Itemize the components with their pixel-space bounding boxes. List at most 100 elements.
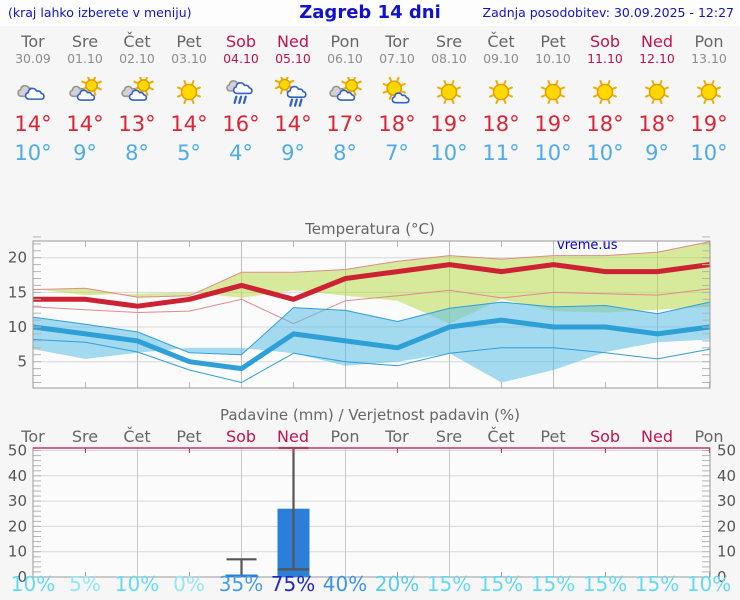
weather-icon-cell xyxy=(527,77,579,115)
svg-text:20: 20 xyxy=(8,517,27,535)
day-header-row: Tor 30.09 Sre 01.10 Čet 02.10 Pet 03.10 Sob 04.10… xyxy=(7,32,735,66)
day-column: Ned 05.10 xyxy=(267,32,319,66)
min-temp-value: 10° xyxy=(534,141,572,165)
sunny-icon xyxy=(177,80,201,105)
day-name: Čet xyxy=(123,32,151,51)
day-column: Ned 12.10 xyxy=(631,32,683,66)
cloudy-icon xyxy=(17,84,45,100)
day-column: Pet 10.10 xyxy=(527,32,579,66)
min-temp-value: 10° xyxy=(14,141,52,165)
precip-probability-value: 15% xyxy=(426,572,472,596)
day-name: Pet xyxy=(176,32,202,51)
rain-icon xyxy=(226,80,253,105)
min-temp-row: 10° 9° 8° 5° 4° 9° 8° 7° 10° 11° 10° 10° 9° 10° xyxy=(7,141,735,165)
day-name: Čet xyxy=(487,32,515,51)
max-temp-value: 16° xyxy=(222,112,260,136)
temperature-chart-title: Temperatura (°C) xyxy=(305,220,435,238)
day-date: 12.10 xyxy=(639,51,675,67)
precip-probability-value: 35% xyxy=(218,572,264,596)
svg-text:10: 10 xyxy=(8,543,27,561)
min-temp-value: 7° xyxy=(385,141,409,165)
max-temp-value: 19° xyxy=(430,112,468,136)
precip-day-name: Sob xyxy=(589,427,621,446)
precip-day-name: Ned xyxy=(277,427,309,446)
weather-icon-cell xyxy=(423,77,475,115)
temperature-chart: 5 10 15 20 xyxy=(8,236,711,389)
precip-probability-value: 10% xyxy=(686,572,732,596)
sunny-icon xyxy=(489,80,513,105)
max-temp-row: 14° 14° 13° 14° 16° 14° 17° 18° 19° 18° 19° 18° 18° 1… xyxy=(7,112,735,136)
precip-day-row: Tor Sre Čet Pet Sob Ned Pon Tor Sre Čet Pet Sob Ned P… xyxy=(7,427,735,446)
sunny-icon xyxy=(697,80,721,105)
precip-probability-value: 0% xyxy=(173,572,205,596)
svg-text:15: 15 xyxy=(8,283,27,301)
day-date: 02.10 xyxy=(119,51,155,67)
day-date: 03.10 xyxy=(171,51,207,67)
precipitation-chart: 0 0 10 10 20 20 30 30 40 40 50 50 xyxy=(8,444,736,584)
partly-cloudy-icon xyxy=(329,77,362,101)
day-date: 01.10 xyxy=(67,51,103,67)
day-column: Sre 01.10 xyxy=(59,32,111,66)
sunny-icon xyxy=(645,80,669,105)
weather-icon-cell xyxy=(111,77,163,115)
svg-text:30: 30 xyxy=(8,492,27,510)
day-date: 09.10 xyxy=(483,51,519,67)
page-header: (kraj lahko izberete v meniju) Zagreb 14… xyxy=(0,0,740,26)
precip-probability-value: 15% xyxy=(478,572,524,596)
weather-icon-cell xyxy=(371,77,423,115)
precip-day-name: Tor xyxy=(21,427,45,446)
precip-day-name: Čet xyxy=(123,427,151,446)
vreme-us-link[interactable]: vreme.us xyxy=(557,238,618,253)
precip-day-name: Čet xyxy=(487,427,515,446)
mostly-sunny-icon xyxy=(382,77,410,104)
partly-cloudy-icon xyxy=(69,77,102,101)
rain-sun-icon xyxy=(274,77,307,107)
svg-text:0: 0 xyxy=(17,568,27,584)
precip-day-name: Pet xyxy=(176,427,202,446)
precip-probability-row: 10% 5% 10% 0% 35% 75% 40% 20% 15% 15% 15% 15% 15% 10% xyxy=(7,572,735,596)
day-date: 04.10 xyxy=(223,51,259,67)
day-name: Sre xyxy=(71,32,99,51)
day-date: 08.10 xyxy=(431,51,467,67)
precip-day-name: Pet xyxy=(540,427,566,446)
min-temp-value: 9° xyxy=(281,141,305,165)
day-date: 06.10 xyxy=(327,51,363,67)
day-date: 11.10 xyxy=(587,51,623,67)
max-temp-value: 14° xyxy=(170,112,208,136)
weather-icon-cell xyxy=(267,77,319,115)
day-column: Sre 08.10 xyxy=(423,32,475,66)
svg-text:50: 50 xyxy=(8,444,27,460)
precip-day-name: Ned xyxy=(641,427,673,446)
svg-text:20: 20 xyxy=(717,517,736,535)
day-date: 05.10 xyxy=(275,51,311,67)
day-name: Sre xyxy=(435,32,463,51)
page-title: Zagreb 14 dni xyxy=(299,2,441,23)
precip-probability-value: 20% xyxy=(374,572,420,596)
max-temp-value: 18° xyxy=(638,112,676,136)
day-column: Čet 02.10 xyxy=(111,32,163,66)
max-temp-value: 13° xyxy=(118,112,156,136)
weather-icon-cell xyxy=(215,77,267,115)
day-column: Pet 03.10 xyxy=(163,32,215,66)
day-name: Tor xyxy=(21,32,45,51)
day-column: Sob 04.10 xyxy=(215,32,267,66)
precip-probability-value: 40% xyxy=(322,572,368,596)
sunny-icon xyxy=(541,80,565,105)
day-name: Pon xyxy=(330,32,360,51)
weather-icon-cell xyxy=(579,77,631,115)
weather-icon-row xyxy=(7,77,735,115)
day-date: 07.10 xyxy=(379,51,415,67)
day-name: Ned xyxy=(641,32,673,51)
weather-icon-cell xyxy=(631,77,683,115)
precip-probability-value: 15% xyxy=(582,572,628,596)
sunny-icon xyxy=(593,80,617,105)
sunny-icon xyxy=(437,80,461,105)
weather-icon-cell xyxy=(683,77,735,115)
precip-day-name: Pon xyxy=(330,427,360,446)
day-column: Tor 30.09 xyxy=(7,32,59,66)
min-temp-value: 10° xyxy=(586,141,624,165)
day-name: Ned xyxy=(277,32,309,51)
svg-text:50: 50 xyxy=(717,444,736,460)
max-temp-value: 14° xyxy=(274,112,312,136)
